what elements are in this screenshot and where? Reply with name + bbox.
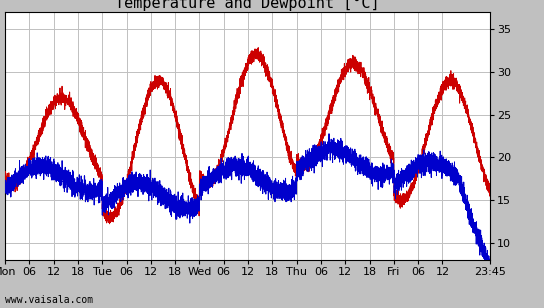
Text: www.vaisala.com: www.vaisala.com bbox=[5, 295, 94, 305]
Title: Temperature and Dewpoint [°C]: Temperature and Dewpoint [°C] bbox=[115, 0, 380, 11]
